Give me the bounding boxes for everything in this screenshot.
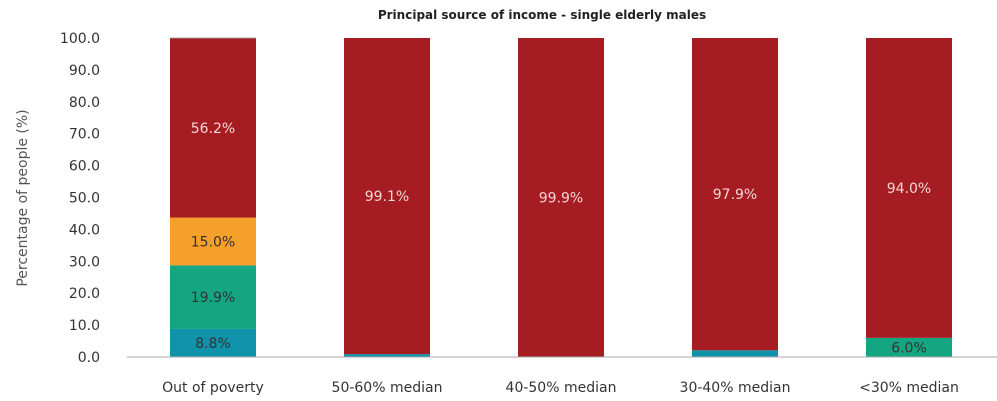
bar-segment xyxy=(170,328,256,357)
data-label: 15.0% xyxy=(191,235,235,251)
data-label: 99.1% xyxy=(365,189,409,205)
bar-segment xyxy=(692,38,778,351)
data-label: 8.8% xyxy=(195,336,231,352)
data-label: 97.9% xyxy=(713,187,757,203)
y-tick-label: 60.0 xyxy=(69,159,100,175)
y-tick-label: 70.0 xyxy=(69,127,100,143)
data-label: 6.0% xyxy=(891,340,927,356)
bar-segment xyxy=(170,37,256,39)
y-tick-label: 10.0 xyxy=(69,318,100,334)
y-tick-label: 40.0 xyxy=(69,222,100,238)
data-label: 99.9% xyxy=(539,190,583,206)
x-tick-label: <30% median xyxy=(859,380,959,396)
bar-segment xyxy=(518,38,604,357)
bar-segment xyxy=(170,217,256,266)
x-tick-label: 40-50% median xyxy=(506,380,617,396)
y-tick-label: 80.0 xyxy=(69,95,100,111)
y-tick-label: 50.0 xyxy=(69,191,100,207)
bar-segment xyxy=(170,38,256,218)
y-tick-label: 90.0 xyxy=(69,63,100,79)
x-tick-label: 50-60% median xyxy=(332,380,443,396)
y-axis-ticks: 0.0 10.0 20.0 30.0 40.0 50.0 60.0 70.0 80.0 90.0 1… xyxy=(60,31,100,366)
data-label: 94.0% xyxy=(887,181,931,197)
bar-segment xyxy=(692,350,778,357)
bars xyxy=(170,37,952,358)
y-tick-label: 20.0 xyxy=(69,286,100,302)
bar-segment xyxy=(866,337,952,357)
data-label: 19.9% xyxy=(191,290,235,306)
data-label: 56.2% xyxy=(191,121,235,137)
y-tick-label: 30.0 xyxy=(69,254,100,270)
y-axis-label: Percentage of people (%) xyxy=(15,109,31,286)
bar-segment xyxy=(344,38,430,355)
x-tick-label: 30-40% median xyxy=(680,380,791,396)
x-tick-label: Out of poverty xyxy=(162,380,264,396)
x-axis-ticks: Out of poverty 50-60% median 40-50% median… xyxy=(162,380,959,396)
bar-segment xyxy=(866,38,952,338)
chart-title: Principal source of income - single elde… xyxy=(378,8,706,22)
bar-segment xyxy=(344,354,430,357)
segment-labels: 8.8% 19.9% 15.0% 56.2% 99.1% 99.9% 97.9% 6.0% 94… xyxy=(191,121,931,356)
y-tick-label: 0.0 xyxy=(78,350,100,366)
bar-segment xyxy=(170,265,256,329)
y-tick-label: 100.0 xyxy=(60,31,100,47)
